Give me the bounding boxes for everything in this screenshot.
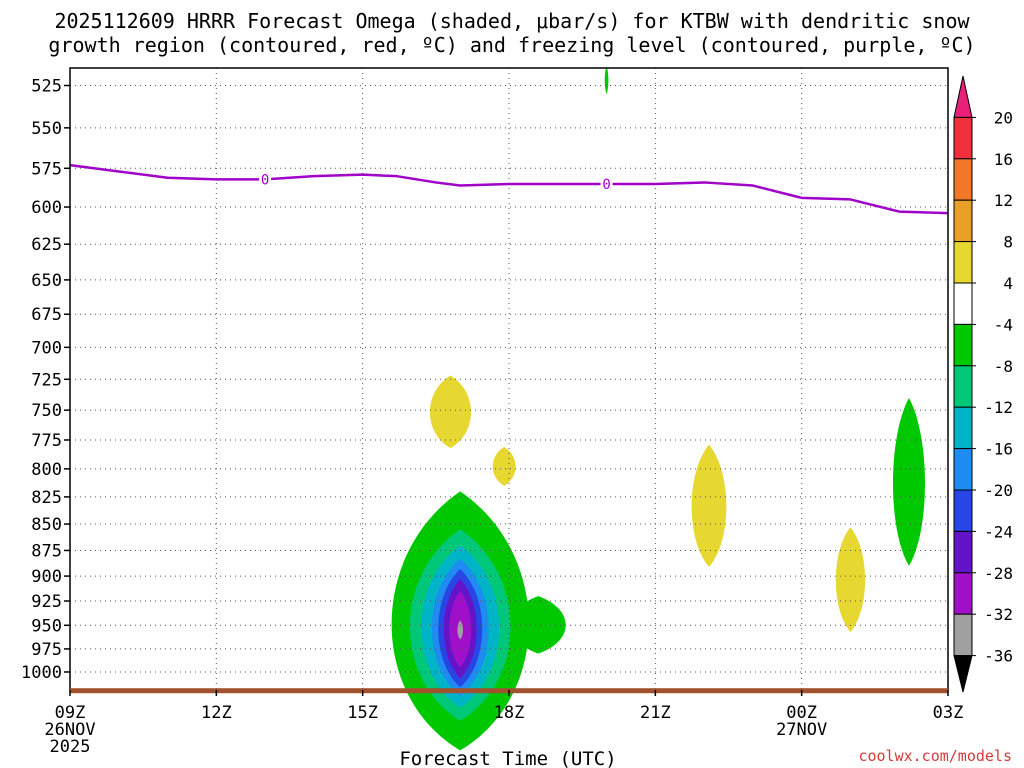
colorbar-bin-6: [953, 282, 973, 325]
colorbar-label-1: 20: [994, 108, 1013, 127]
omega-region-2: [510, 596, 566, 654]
y-tick-label-850: 850: [31, 515, 62, 535]
y-tick-label-1000: 1000: [21, 663, 62, 683]
chart-title-line1: 2025112609 HRRR Forecast Omega (shaded, …: [54, 9, 970, 33]
x-tick-date-09Z: 26NOV: [44, 720, 95, 740]
y-tick-label-650: 650: [31, 271, 62, 291]
y-tick-label-575: 575: [31, 159, 62, 179]
colorbar-bin-2: [953, 116, 973, 160]
y-tick-label-900: 900: [31, 567, 62, 587]
colorbar-label-5: 4: [1003, 274, 1013, 293]
x-axis-title: Forecast Time (UTC): [399, 748, 616, 768]
omega-region-5: [429, 375, 472, 449]
y-tick-label-875: 875: [31, 541, 62, 561]
colorbar-label-13: -32: [984, 605, 1013, 624]
freezing-level-label: 0: [261, 172, 269, 188]
y-tick-label-775: 775: [31, 431, 62, 451]
colorbar-label-12: -28: [984, 564, 1013, 583]
colorbar-label-14: -36: [984, 647, 1013, 666]
freezing-level-line: [69, 163, 949, 215]
omega-colorbar: 20 16 12 8 4 -4 -8 -12 -16 -20 -24 -28 -32 -36: [953, 75, 1013, 693]
y-tick-label-675: 675: [31, 305, 62, 325]
y-tick-label-600: 600: [31, 198, 62, 218]
y-tick-label-750: 750: [31, 401, 62, 421]
omega-region-7: [691, 444, 727, 567]
x-tick-label-00Z: 00Z: [786, 703, 817, 723]
colorbar-bin-10: [953, 448, 973, 491]
colorbar-label-8: -12: [984, 398, 1013, 417]
omega-shading: [391, 66, 925, 751]
colorbar-bin-14: [953, 613, 973, 657]
omega-region-8: [835, 527, 866, 632]
colorbar-bin-15: [953, 655, 973, 693]
x-tick-label-21Z: 21Z: [640, 703, 671, 723]
colorbar-bin-8: [953, 365, 973, 408]
y-tick-label-950: 950: [31, 616, 62, 636]
colorbar-label-3: 12: [994, 191, 1013, 210]
freezing-level-label: 0: [602, 177, 610, 193]
freezing-level-label-mask: [600, 175, 613, 191]
pressure-axis: 525 550 575 600 625 650 675 700 725 750 775 800 825 8…: [21, 77, 70, 683]
colorbar-label-10: -20: [984, 481, 1013, 500]
colorbar-bin-12: [953, 530, 973, 574]
omega-region-4: [604, 66, 609, 95]
x-tick-label-15Z: 15Z: [347, 703, 378, 723]
y-tick-label-800: 800: [31, 460, 62, 480]
x-tick-date-00Z: 27NOV: [776, 720, 827, 740]
colorbar-bin-7: [953, 323, 973, 367]
colorbar-bin-3: [953, 158, 973, 201]
colorbar-label-7: -8: [994, 357, 1013, 376]
y-tick-label-550: 550: [31, 119, 62, 139]
x-tick-year-09Z: 2025: [50, 737, 91, 757]
y-tick-label-925: 925: [31, 592, 62, 612]
y-tick-label-625: 625: [31, 235, 62, 255]
x-tick-label-12Z: 12Z: [201, 703, 232, 723]
y-tick-label-525: 525: [31, 77, 62, 97]
colorbar-label-9: -16: [984, 440, 1013, 459]
colorbar-label-11: -24: [984, 522, 1013, 541]
colorbar-bin-13: [953, 572, 973, 615]
colorbar-bin-5: [953, 241, 973, 284]
y-tick-label-975: 975: [31, 640, 62, 660]
x-tick-label-03Z: 03Z: [933, 703, 964, 723]
colorbar-label-4: 8: [1003, 233, 1013, 252]
colorbar-label-6: -4: [994, 315, 1013, 334]
colorbar-label-2: 16: [994, 150, 1013, 169]
omega-region-core-layer-8: [457, 620, 463, 640]
chart-title-line2: growth region (contoured, red, ºC) and f…: [48, 33, 975, 57]
y-tick-label-725: 725: [31, 370, 62, 390]
colorbar-bin-9: [953, 406, 973, 450]
omega-region-6: [492, 447, 516, 486]
freezing-level-label-mask: [259, 171, 272, 187]
dotted-grid: [70, 68, 948, 690]
x-tick-label-09Z: 09Z: [55, 703, 86, 723]
y-tick-label-825: 825: [31, 488, 62, 508]
colorbar-bin-4: [953, 199, 973, 243]
y-tick-label-700: 700: [31, 338, 62, 358]
colorbar-bin-11: [953, 489, 973, 532]
credit-link[interactable]: coolwx.com/models: [858, 747, 1012, 765]
x-tick-label-18Z: 18Z: [494, 703, 525, 723]
